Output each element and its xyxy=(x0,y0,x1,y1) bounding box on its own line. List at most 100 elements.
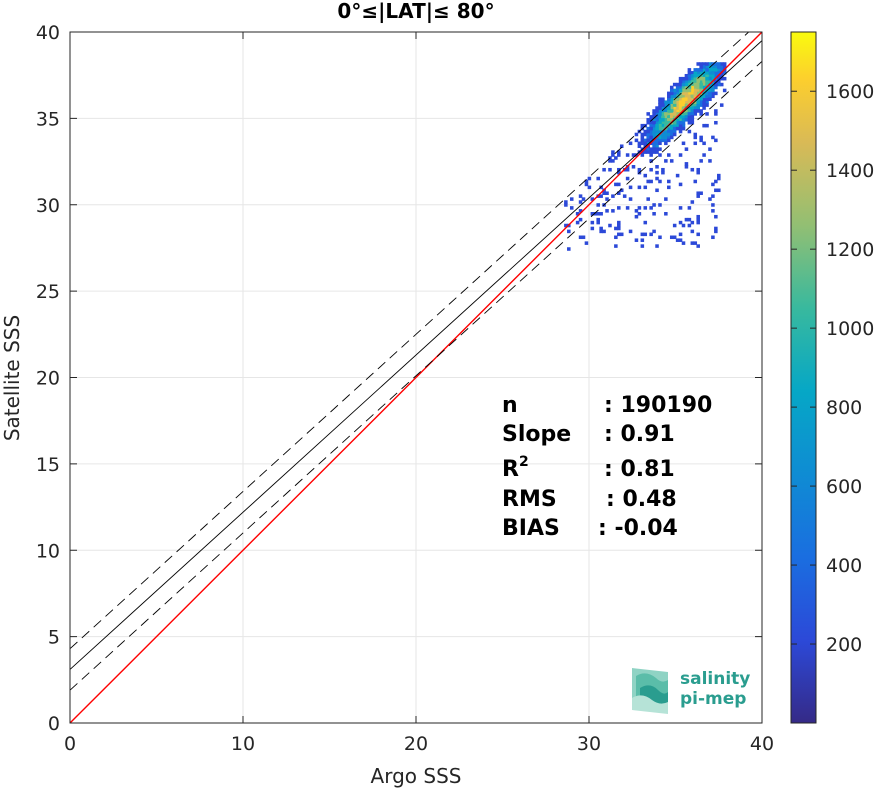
density-bin xyxy=(664,106,668,110)
density-bin xyxy=(658,141,662,146)
density-bin xyxy=(693,79,698,84)
density-bin xyxy=(661,167,665,172)
density-bin xyxy=(693,71,698,75)
density-bin xyxy=(696,82,700,87)
density-bin xyxy=(649,153,653,157)
density-bin xyxy=(687,129,692,134)
density-bin xyxy=(658,97,662,102)
density-bin xyxy=(669,112,674,116)
density-bin xyxy=(705,112,709,116)
density-bin xyxy=(658,100,662,104)
density-bin xyxy=(614,182,618,187)
density-bin xyxy=(655,118,659,122)
density-bin xyxy=(696,79,700,84)
density-bin xyxy=(719,103,724,107)
density-bin xyxy=(681,106,686,110)
density-bin xyxy=(664,135,668,140)
density-bin xyxy=(714,138,718,143)
density-bin xyxy=(564,203,568,207)
density-bin xyxy=(578,235,583,240)
density-bin xyxy=(696,76,700,81)
density-bin xyxy=(637,141,642,146)
density-bin xyxy=(699,76,703,81)
density-bin xyxy=(681,118,686,122)
density-bin xyxy=(640,238,645,242)
density-bin xyxy=(693,73,698,78)
density-bin xyxy=(717,79,721,84)
density-bin xyxy=(564,200,568,204)
density-bin xyxy=(584,179,589,184)
density-bin xyxy=(690,82,695,87)
density-bin xyxy=(672,91,677,96)
regression-lines xyxy=(70,32,762,723)
density-bin xyxy=(687,68,692,72)
density-bin xyxy=(658,129,662,134)
density-bin xyxy=(705,79,709,84)
density-bin xyxy=(596,220,600,225)
density-bin xyxy=(599,229,603,234)
logo-text-salinity: salinity xyxy=(680,669,750,689)
density-bin xyxy=(649,126,653,131)
density-bin xyxy=(652,126,656,131)
density-bin xyxy=(696,194,700,198)
density-bin xyxy=(652,132,656,137)
density-bin xyxy=(646,132,650,137)
colorbar-ticks: 200 400 600 800 1000 1200 1400 1600 xyxy=(791,81,874,656)
line-fit- xyxy=(70,32,750,650)
density-bin xyxy=(699,71,703,75)
density-bin xyxy=(672,129,677,134)
density-bin xyxy=(672,94,677,99)
density-bin xyxy=(678,120,683,125)
density-bin xyxy=(690,109,695,113)
density-bin xyxy=(684,162,689,166)
density-bin xyxy=(664,112,668,116)
density-bin xyxy=(655,141,659,146)
density-bin xyxy=(702,103,706,107)
density-bin xyxy=(608,159,612,163)
density-bin xyxy=(649,138,653,143)
density-bin xyxy=(714,65,718,69)
density-bin xyxy=(596,212,600,216)
density-bin xyxy=(628,197,633,201)
density-bin xyxy=(687,79,692,84)
density-bin xyxy=(702,100,706,104)
density-bin xyxy=(599,212,603,216)
axis-ticks: 0 10 20 30 40 0 5 10 15 20 25 30 35 40 xyxy=(36,22,774,755)
density-bin xyxy=(684,100,689,104)
density-bin xyxy=(593,212,598,216)
density-bin xyxy=(646,126,650,131)
density-bin xyxy=(602,229,606,234)
density-bin xyxy=(655,123,659,128)
density-bin xyxy=(702,106,706,110)
density-bin xyxy=(646,141,650,146)
density-bin xyxy=(690,115,695,119)
stat-value-3: : 0.48 xyxy=(606,487,677,512)
density-bin xyxy=(643,138,648,143)
colorbar-gradient xyxy=(790,31,817,724)
density-bin xyxy=(667,100,671,104)
density-bin xyxy=(690,79,695,84)
density-bin xyxy=(719,73,724,78)
density-bin xyxy=(655,188,659,193)
density-bin xyxy=(655,109,659,113)
density-bin xyxy=(693,135,698,140)
density-bin xyxy=(669,94,674,99)
density-bin xyxy=(711,135,715,140)
density-bin xyxy=(675,82,680,87)
density-bin xyxy=(655,138,659,143)
density-bin xyxy=(714,112,718,116)
density-bin xyxy=(640,135,645,140)
density-bin xyxy=(690,106,695,110)
stat-value-4: : -0.04 xyxy=(598,516,678,541)
density-bin xyxy=(684,115,689,119)
density-bin xyxy=(590,220,595,225)
density-bin xyxy=(649,147,653,151)
density-bin xyxy=(646,129,650,134)
density-bin xyxy=(655,129,659,134)
density-bin xyxy=(661,109,665,113)
density-bin xyxy=(640,153,645,157)
density-bin xyxy=(672,109,677,113)
density-bin xyxy=(687,88,692,93)
density-bin xyxy=(678,79,683,84)
density-bin xyxy=(696,97,700,102)
